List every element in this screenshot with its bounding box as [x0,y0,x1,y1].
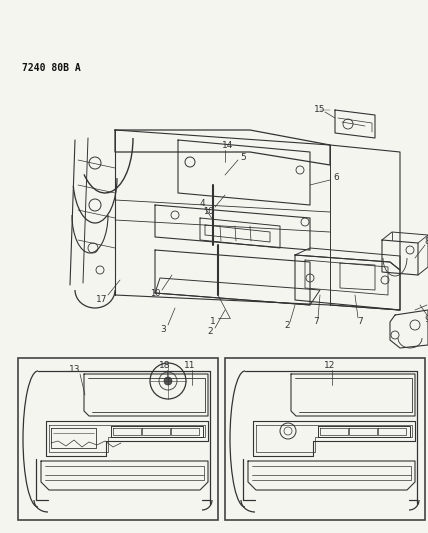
Text: 17: 17 [96,295,108,303]
Text: 12: 12 [324,361,336,370]
Text: 6: 6 [333,174,339,182]
Text: 14: 14 [222,141,234,149]
Text: 2: 2 [284,321,290,330]
Text: 2: 2 [207,327,213,336]
Text: 10: 10 [203,206,213,215]
Circle shape [164,377,172,385]
Text: 5: 5 [240,152,246,161]
Text: 18: 18 [159,361,171,370]
Text: 11: 11 [184,361,196,370]
Text: 1: 1 [210,318,216,327]
Text: 13: 13 [69,366,81,375]
Text: 3: 3 [160,325,166,334]
Text: 8: 8 [424,237,428,246]
Text: 7: 7 [313,318,319,327]
Text: 7: 7 [357,318,363,327]
Text: 7240 80B A: 7240 80B A [22,63,81,73]
Text: 10: 10 [150,289,160,298]
Bar [18,358,218,520]
Text: 4: 4 [199,199,205,208]
Text: 9: 9 [424,316,428,325]
Bar [225,358,425,520]
Text: 9: 9 [427,297,428,306]
Text: 15: 15 [314,106,326,115]
